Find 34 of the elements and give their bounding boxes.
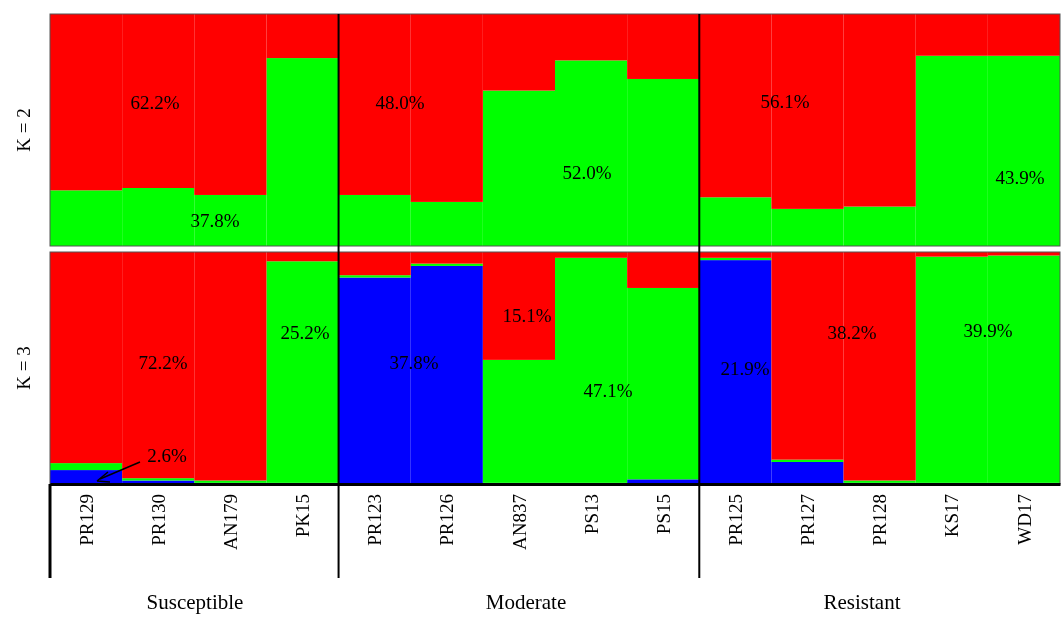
annotation: 25.2%	[280, 321, 330, 343]
x-tick-label: PS15	[652, 494, 674, 535]
annotation: 38.2%	[827, 321, 877, 343]
x-tick-label: KS17	[941, 494, 963, 538]
annotation: 21.9%	[720, 357, 770, 379]
text: Susceptible	[146, 590, 244, 615]
annotation: 48.0%	[375, 91, 425, 113]
annotation: 37.8%	[389, 351, 439, 373]
annotation: 39.9%	[963, 319, 1013, 341]
annotation: 56.1%	[760, 90, 810, 112]
x-tick-label: PK15	[292, 494, 314, 538]
annotation: 15.1%	[502, 304, 552, 326]
x-tick-label: WD17	[1013, 494, 1035, 545]
x-tick-label: PR127	[797, 494, 819, 546]
annotation: 43.9%	[995, 166, 1045, 188]
x-tick-label: PR130	[147, 494, 169, 546]
x-tick-label: PS13	[580, 494, 602, 535]
x-tick-label: AN837	[508, 494, 530, 550]
x-tick-label: AN179	[220, 494, 242, 550]
annotation: 47.1%	[583, 379, 633, 401]
text: Resistant	[823, 590, 901, 615]
y-axis-title: K = 3	[13, 346, 34, 390]
x-tick-label: PR129	[75, 494, 97, 546]
text: Moderate	[485, 590, 567, 615]
annotation: 2.6%	[147, 444, 187, 466]
annotation: 52.0%	[562, 161, 612, 183]
annotation: 72.2%	[138, 351, 188, 373]
y-axis-title: K = 2	[13, 108, 34, 152]
annotation: 62.2%	[130, 91, 180, 113]
x-tick-label: PR128	[869, 494, 891, 546]
x-tick-label: PR123	[364, 494, 386, 546]
x-tick-label: PR126	[436, 494, 458, 546]
x-tick-label: PR125	[725, 494, 747, 546]
annotation: 37.8%	[190, 209, 240, 231]
